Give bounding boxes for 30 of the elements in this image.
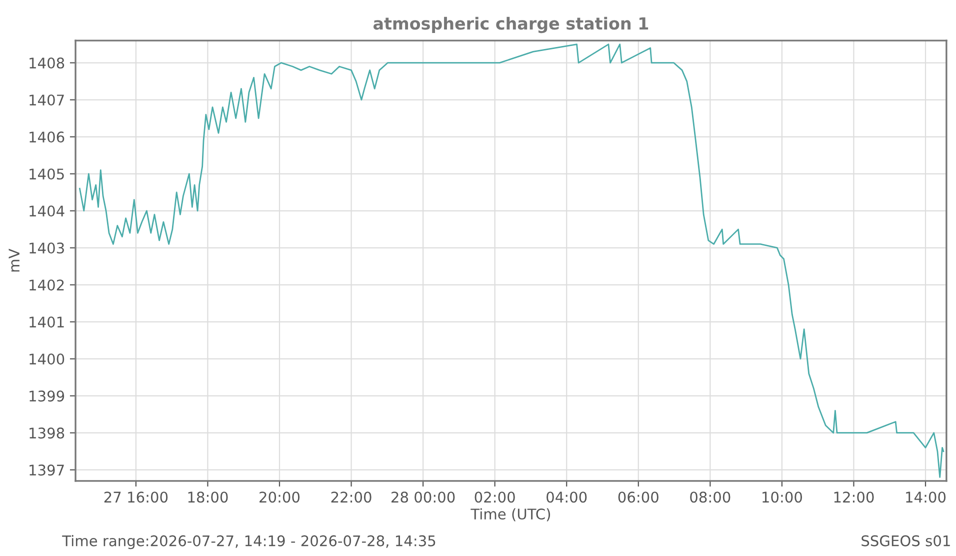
y-tick-label: 1405 [30, 168, 64, 180]
text: SSGEOS s01 [862, 535, 950, 546]
x-tick-label: 12:00 [834, 492, 874, 503]
line-series [79, 44, 944, 478]
y-tick-label: 1404 [30, 206, 64, 217]
y-tick-label: 1397 [30, 464, 64, 476]
x-tick-label: 27 16:00 [104, 492, 168, 503]
x-tick-label: 14:00 [906, 492, 946, 503]
x-axis-title: Time (UTC) [470, 508, 550, 522]
x-tick-label: 06:00 [618, 492, 658, 503]
x-tick-label: 28 00:00 [392, 492, 455, 503]
x-tick-label: 18:00 [188, 492, 228, 503]
text: Time range:2026-07-27, 14:19 - 2026-07-28, 14:35 [62, 535, 436, 550]
y-tick-label: 1403 [30, 242, 64, 254]
chart-title: atmospheric charge station 1 [373, 16, 648, 34]
y-axis-title: mV [8, 248, 20, 272]
y-tick-label: 1407 [30, 94, 64, 106]
x-tick-label: 20:00 [260, 492, 300, 503]
x-tick-label: 04:00 [546, 492, 587, 503]
x-tick-label: 02:00 [474, 492, 515, 503]
y-tick-label: 1398 [30, 428, 64, 439]
x-tick-label: 22:00 [331, 492, 372, 503]
y-tick-label: 1400 [30, 354, 64, 365]
y-tick-label: 1406 [30, 132, 64, 143]
y-tick-label: 1402 [30, 280, 64, 291]
x-tick-label: 08:00 [690, 492, 730, 503]
y-tick-label: 1401 [30, 316, 64, 328]
y-tick-label: 1408 [30, 58, 64, 69]
y-tick-label: 1399 [30, 390, 64, 402]
x-tick-label: 10:00 [762, 492, 802, 503]
